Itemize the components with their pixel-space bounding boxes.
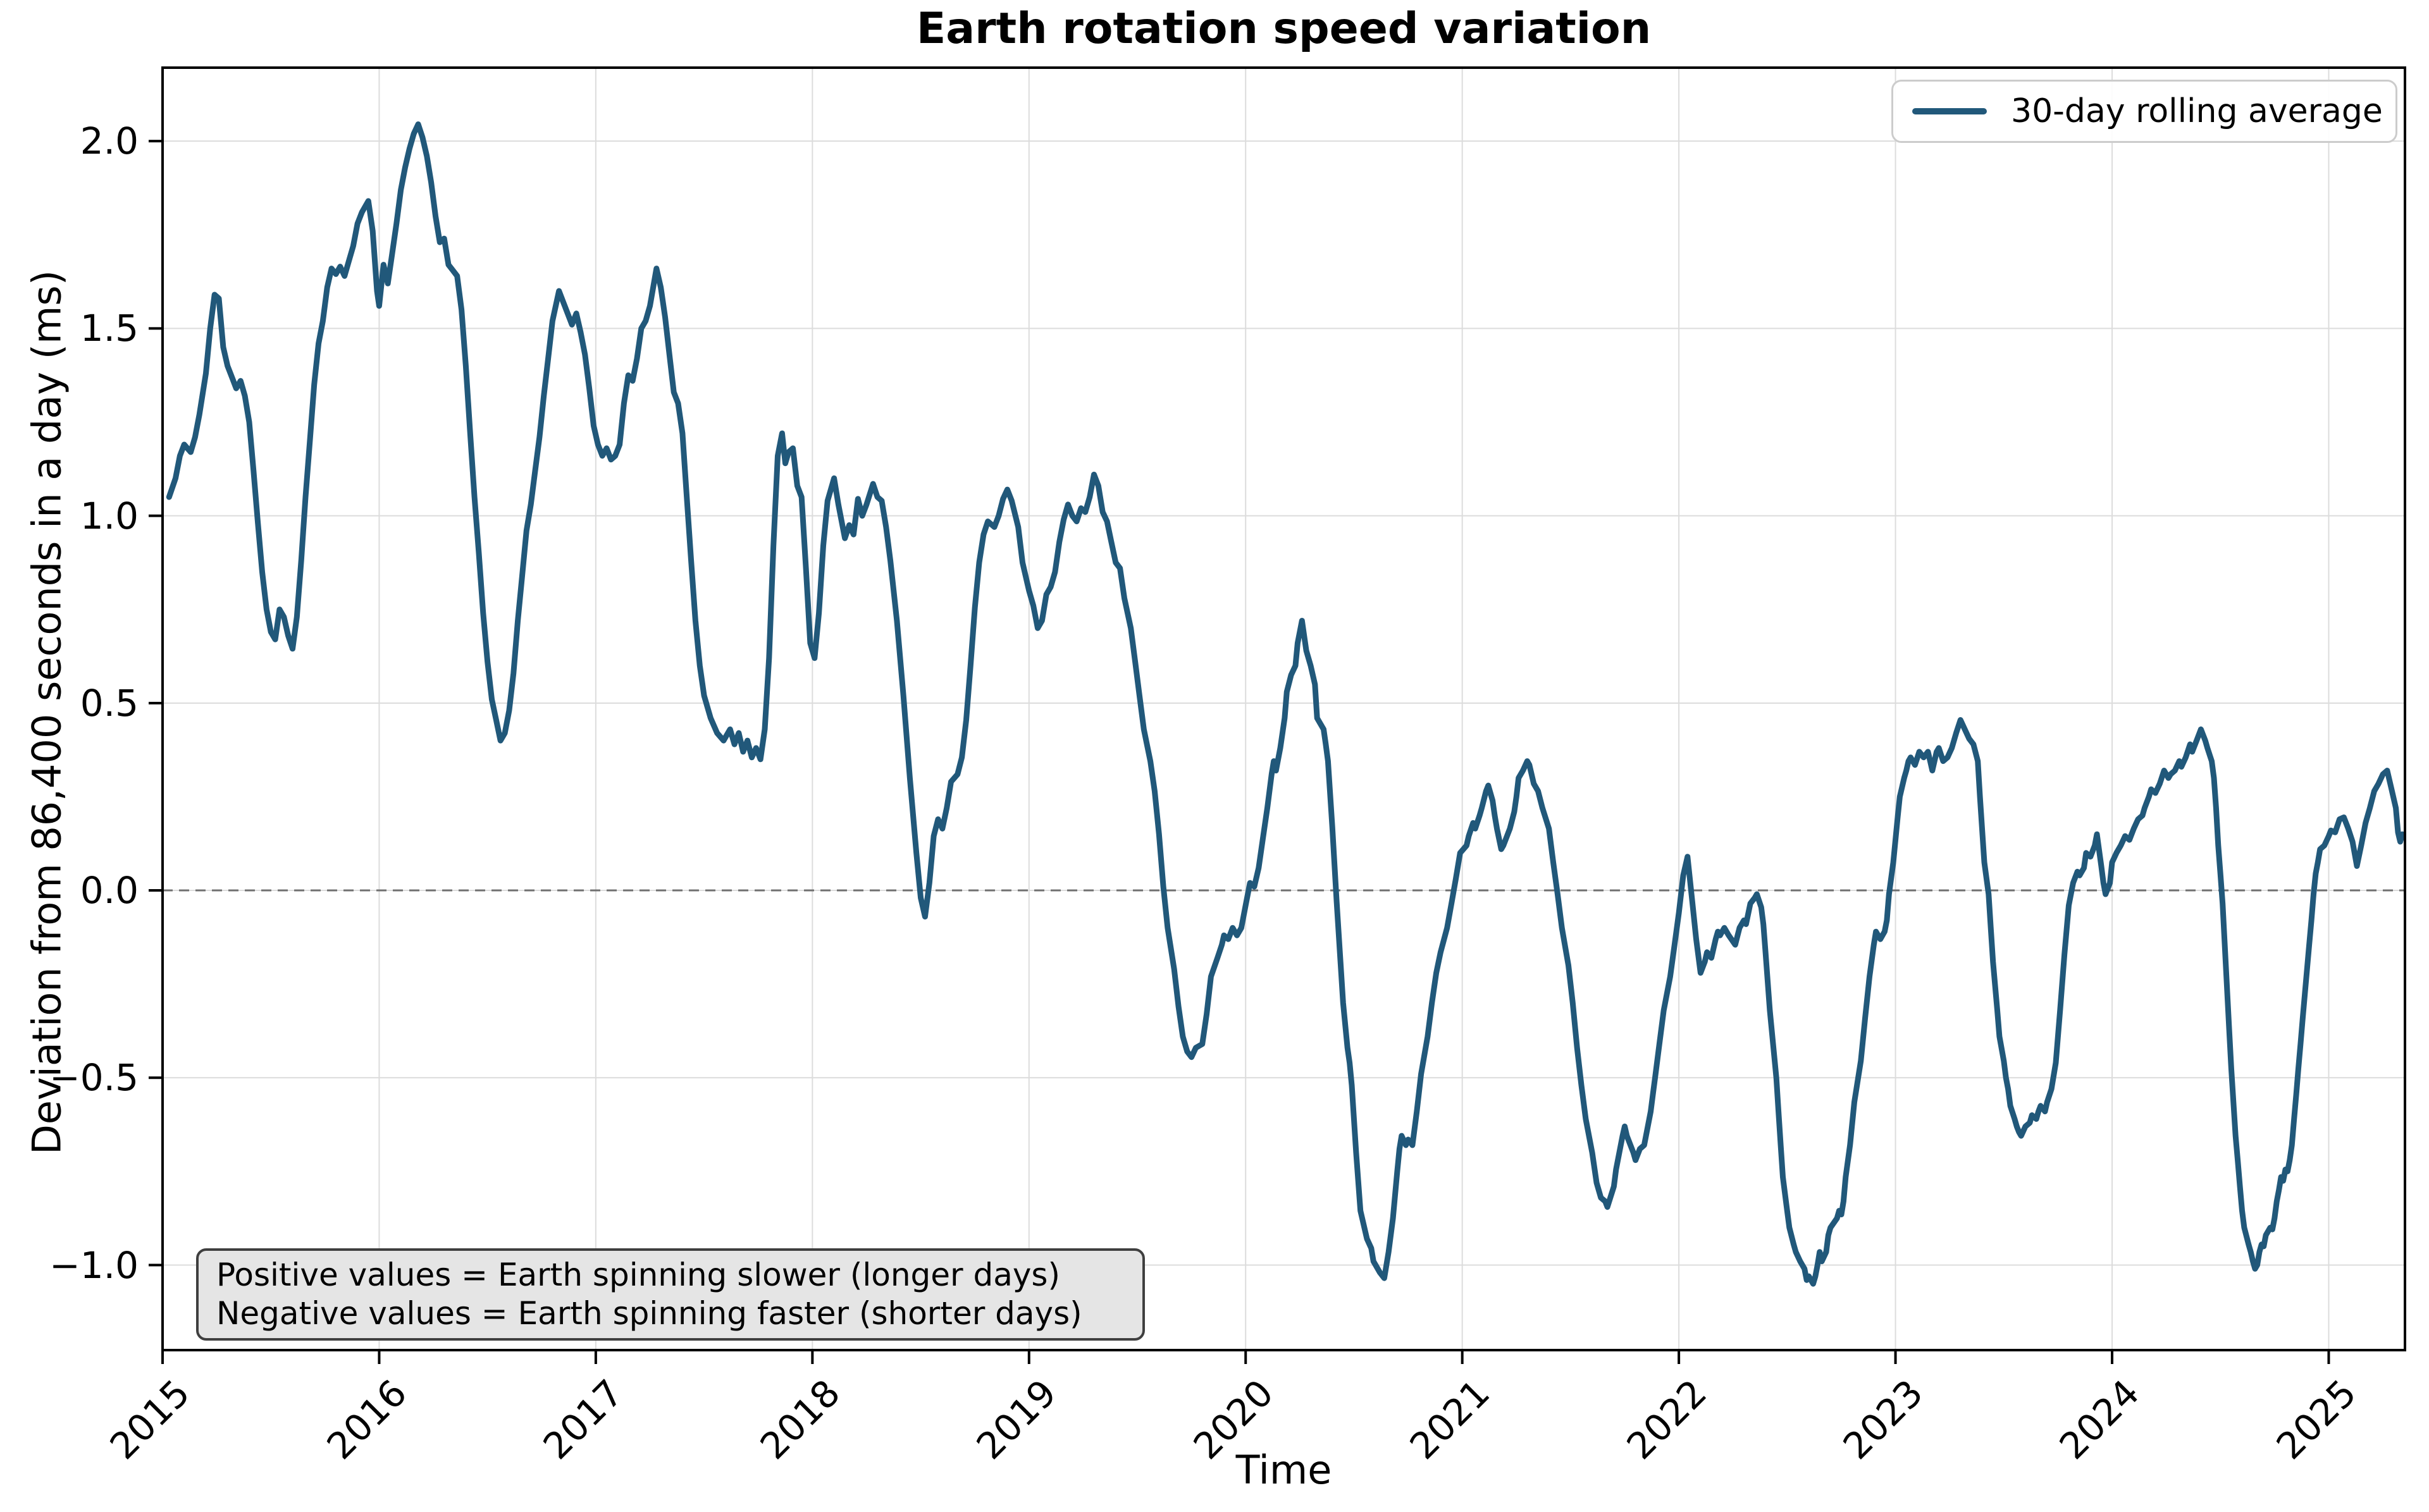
- legend-label: 30-day rolling average: [2011, 92, 2383, 130]
- y-tick-label: 0.0: [80, 869, 139, 913]
- annotation-line-negative: Negative values = Earth spinning faster …: [216, 1295, 1082, 1332]
- y-tick-label: 0.5: [80, 681, 139, 725]
- x-axis-label: Time: [1235, 1447, 1332, 1493]
- annotation-line-positive: Positive values = Earth spinning slower …: [216, 1257, 1060, 1293]
- legend-box: 30-day rolling average: [1891, 80, 2397, 143]
- y-tick-label: 1.0: [80, 494, 139, 538]
- y-tick-label: 1.5: [80, 307, 139, 350]
- chart-title: Earth rotation speed variation: [916, 4, 1652, 54]
- annotation-box: Positive values = Earth spinning slower …: [196, 1248, 1145, 1341]
- legend-line-swatch: [1912, 108, 1987, 114]
- y-tick-label: 2.0: [80, 120, 139, 163]
- y-tick-label: −1.0: [49, 1243, 139, 1287]
- y-tick-label: −0.5: [49, 1056, 139, 1100]
